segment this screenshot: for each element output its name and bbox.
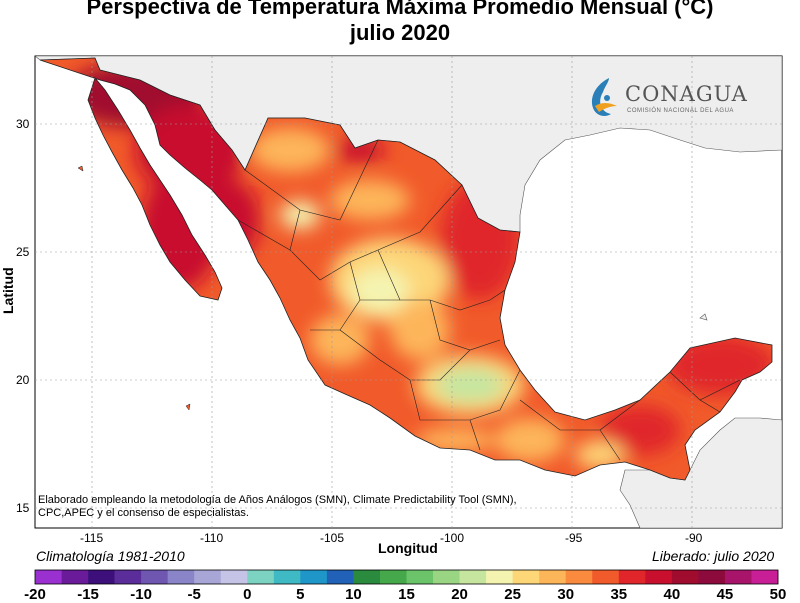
colorbar-tick-label: 5 [296,586,305,603]
colorbar-swatch [141,570,168,584]
colorbar-swatch [645,570,673,584]
colorbar-swatch [353,570,381,584]
colorbar-tick-label: 30 [557,586,575,603]
colorbar-swatch [406,570,434,584]
colorbar-tick-label: 10 [345,586,362,603]
colorbar-swatch [247,570,275,584]
y-tick-label: 15 [16,501,30,515]
climatology-note: Climatología 1981-2010 [36,548,185,564]
x-tick-label: -90 [685,531,703,545]
x-tick-label: -115 [80,531,104,545]
y-tick-label: 30 [16,117,30,131]
colorbar-tick-label: 40 [663,586,681,603]
colorbar-swatch [751,570,779,584]
gridlines [35,56,782,528]
x-axis-title: Longitud [378,540,438,556]
islands [77,165,191,411]
colorbar-swatch [512,570,540,584]
colorbar-swatch [724,570,752,584]
x-tick-label: -105 [320,531,345,545]
colorbar-swatch [379,570,407,584]
colorbar-swatch [433,570,460,584]
y-axis-title: Latitud [0,267,16,314]
colorbar-swatch [167,570,195,584]
colorbar [34,569,779,585]
colorbar-swatch [698,570,726,584]
conagua-emblem-icon [591,78,617,116]
x-tick-label: -110 [200,531,224,545]
colorbar-tick-label: 20 [451,586,468,603]
colorbar-swatch [671,570,699,584]
colorbar-swatch [273,570,301,584]
colorbar-tick-label: -5 [187,586,201,603]
colorbar-swatch [486,570,513,584]
colorbar-tick-label: 25 [504,586,521,603]
x-tick-label: -95 [565,531,583,545]
credit-line-1: Elaborado empleando la metodología de Añ… [38,494,517,506]
colorbar-tick-label: 35 [610,586,628,603]
y-tick-label: 25 [16,245,30,259]
colorbar-swatch [300,570,328,584]
colorbar-swatch [565,570,593,584]
release-note: Liberado: julio 2020 [652,548,775,564]
colorbar-swatch [459,570,487,584]
colorbar-tick-label: 50 [769,586,787,603]
y-tick-label: 20 [16,373,30,387]
colorbar-tick-label: -20 [24,586,46,603]
colorbar-frame [34,569,779,585]
colorbar-tick-label: -10 [130,586,152,603]
colorbar-swatch [35,570,62,584]
credit-line-2: CPC,APEC y el consenso de especialistas. [38,507,249,519]
colorbar-tick-label: 0 [243,586,252,603]
colorbar-swatch [220,570,248,584]
title-block: Perspectiva de Temperatura Máxima Promed… [0,0,800,46]
colorbar-swatch [88,570,115,584]
colorbar-tick-label: 15 [398,586,415,603]
map-subtitle: julio 2020 [349,20,451,45]
x-tick-label: -100 [440,531,465,545]
colorbar-swatch [114,570,142,584]
colorbar-swatch [618,570,646,584]
colorbar-tick-label: 45 [716,586,734,603]
colorbar-swatch [326,570,354,584]
logo-tagline: COMISIÓN NACIONAL DEL AGUA [627,108,734,114]
colorbar-swatch [194,570,222,584]
colorbar-swatch [592,570,620,584]
colorbar-swatch [539,570,567,584]
logo-name: CONAGUA [625,82,748,106]
map-title: Perspectiva de Temperatura Máxima Promed… [86,0,714,19]
colorbar-swatch [61,570,89,584]
colorbar-tick-label: -15 [77,586,99,603]
